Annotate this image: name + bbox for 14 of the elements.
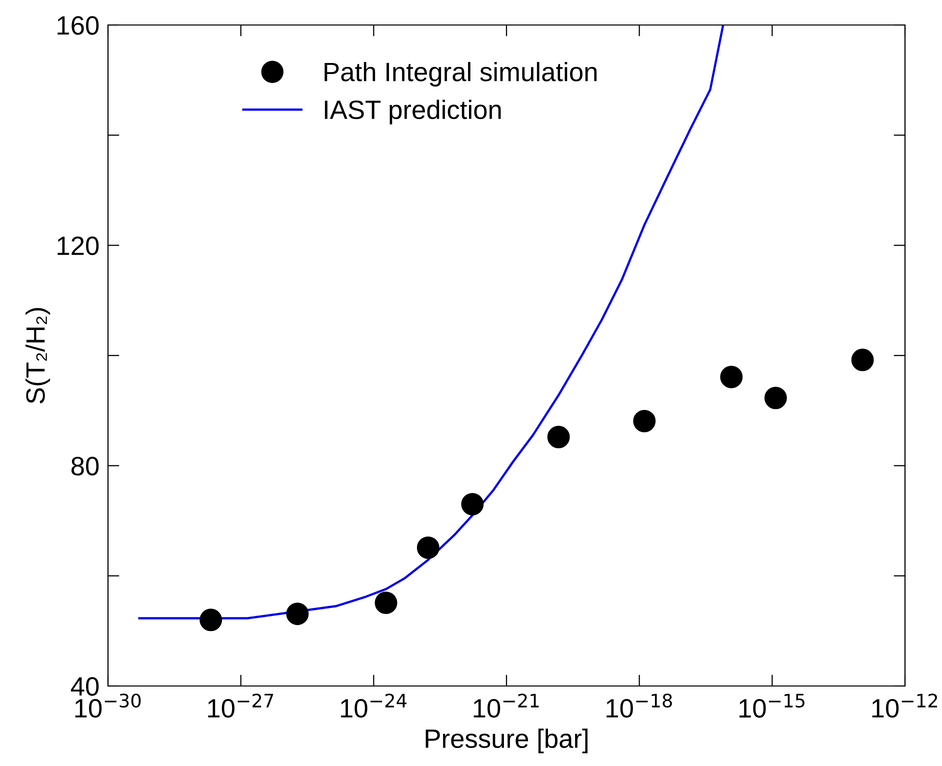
x-tick-label: 10$^{−27}$ [208, 694, 274, 718]
y-axis-title: S(T₂/H₂) [25, 308, 50, 404]
x-tick-label: 10$^{−21}$ [474, 694, 539, 718]
x-tick-label: 10$^{−15}$ [739, 694, 804, 718]
x-tick-label: 10$^{−12}$ [872, 694, 938, 718]
y-tick-label: 160 [58, 16, 99, 35]
y-tick-label: 120 [58, 236, 99, 256]
y-tick-label: 80 [71, 456, 99, 476]
legend-label: Path Integral simulation [324, 62, 597, 87]
x-axis-title: Pressure [bar] [426, 728, 588, 754]
x-tick-label: 10$^{−24}$ [340, 694, 407, 718]
x-tick-label: 10$^{−18}$ [606, 694, 672, 718]
legend-label: IAST prediction [324, 100, 501, 124]
y-tick-label: 40 [70, 677, 99, 696]
